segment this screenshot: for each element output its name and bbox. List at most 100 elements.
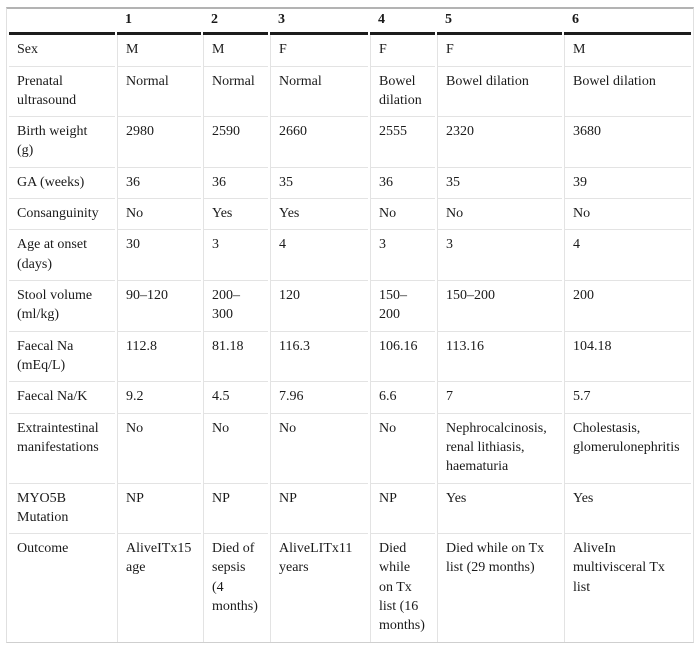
- data-cell: Nephrocalcinosis, renal lithiasis, haema…: [437, 413, 562, 484]
- table-row: Faecal Na (mEq/L) 112.8 81.18 116.3 106.16 11…: [9, 331, 691, 383]
- data-cell: Died of sepsis (4 months): [203, 534, 268, 642]
- table-row: Faecal Na/K 9.2 4.5 7.96 6.6 7 5.7: [9, 382, 691, 414]
- data-cell: 36: [117, 167, 201, 200]
- data-cell: 7.96: [270, 382, 368, 414]
- data-cell: 3: [437, 230, 562, 281]
- data-cell: 2555: [370, 117, 435, 168]
- data-cell: Bowel dilation: [437, 66, 562, 118]
- data-cell: 2320: [437, 117, 562, 168]
- row-label: Stool volume (ml/kg): [9, 281, 115, 332]
- data-cell: 36: [370, 167, 435, 200]
- data-cell: Yes: [270, 199, 368, 231]
- column-header-6: 6: [564, 9, 691, 36]
- row-label: Birth weight (g): [9, 117, 115, 168]
- table-row: Prenatal ultrasound Normal Normal Normal Bow…: [9, 66, 691, 118]
- row-label: Prenatal ultrasound: [9, 67, 115, 118]
- data-cell: NP: [270, 483, 368, 535]
- data-cell: 3: [370, 230, 435, 281]
- data-cell: F: [437, 35, 562, 67]
- data-cell: No: [117, 199, 201, 231]
- data-cell: 2590: [203, 117, 268, 168]
- row-label: Consanguinity: [9, 199, 115, 231]
- data-cell: No: [117, 413, 201, 484]
- data-cell: F: [370, 35, 435, 67]
- data-cell: 113.16: [437, 331, 562, 383]
- data-cell: 30: [117, 230, 201, 281]
- row-label: Age at onset (days): [9, 230, 115, 281]
- data-cell: NP: [370, 483, 435, 535]
- table-row: Age at onset (days) 30 3 4 3 3 4: [9, 230, 691, 281]
- data-cell: Normal: [203, 66, 268, 118]
- data-cell: No: [564, 199, 691, 231]
- data-cell: 4: [270, 230, 368, 281]
- data-cell: 106.16: [370, 331, 435, 383]
- data-cell: 3680: [564, 117, 691, 168]
- corner-cell: [9, 9, 115, 36]
- data-cell: No: [270, 413, 368, 484]
- data-cell: No: [370, 413, 435, 484]
- data-cell: M: [117, 35, 201, 67]
- table-row: Consanguinity No Yes Yes No No No: [9, 199, 691, 231]
- data-cell: Bowel dilation: [370, 66, 435, 118]
- column-header-1: 1: [117, 9, 201, 36]
- data-cell: 36: [203, 167, 268, 200]
- data-cell: 200: [564, 281, 691, 332]
- data-cell: 104.18: [564, 331, 691, 383]
- column-header-2: 2: [203, 9, 268, 36]
- data-cell: 2660: [270, 117, 368, 168]
- data-cell: No: [437, 199, 562, 231]
- data-cell: Yes: [564, 483, 691, 535]
- data-cell: NP: [203, 483, 268, 535]
- row-label: GA (weeks): [9, 168, 115, 200]
- row-label: Sex: [9, 35, 115, 67]
- data-cell: 9.2: [117, 382, 201, 414]
- data-cell: M: [203, 35, 268, 67]
- data-cell: 35: [437, 167, 562, 200]
- data-cell: No: [203, 413, 268, 484]
- data-cell: 120: [270, 281, 368, 332]
- data-cell: 112.8: [117, 331, 201, 383]
- data-cell: Died while on Tx list (16 months): [370, 534, 435, 642]
- row-label: MYO5B Mutation: [9, 484, 115, 535]
- data-cell: 6.6: [370, 382, 435, 414]
- table-row: Extraintestinal manifestations No No No No Ne…: [9, 413, 691, 484]
- data-cell: 7: [437, 382, 562, 414]
- data-cell: AliveLITx11 years: [270, 534, 368, 642]
- data-cell: 2980: [117, 117, 201, 168]
- table-row: MYO5B Mutation NP NP NP NP Yes Yes: [9, 483, 691, 535]
- row-label: Extraintestinal manifestations: [9, 414, 115, 484]
- data-cell: AliveIn multivisceral Tx list: [564, 534, 691, 642]
- data-cell: 5.7: [564, 382, 691, 414]
- column-header-3: 3: [270, 9, 368, 36]
- data-cell: NP: [117, 483, 201, 535]
- data-cell: Yes: [203, 199, 268, 231]
- table-row: Outcome AliveITx15 age Died of sepsis (4 m…: [9, 534, 691, 642]
- data-cell: 35: [270, 167, 368, 200]
- table-row: Sex M M F F F M: [9, 35, 691, 67]
- data-cell: Yes: [437, 483, 562, 535]
- row-label: Faecal Na (mEq/L): [9, 332, 115, 383]
- data-cell: Died while on Tx list (29 months): [437, 534, 562, 642]
- data-cell: 200–300: [203, 281, 268, 332]
- row-label: Faecal Na/K: [9, 382, 115, 414]
- data-cell: Normal: [117, 66, 201, 118]
- table-row: GA (weeks) 36 36 35 36 35 39: [9, 167, 691, 200]
- data-cell: 4: [564, 230, 691, 281]
- data-cell: No: [370, 199, 435, 231]
- data-cell: 116.3: [270, 331, 368, 383]
- data-cell: 3: [203, 230, 268, 281]
- data-cell: M: [564, 35, 691, 67]
- data-cell: 4.5: [203, 382, 268, 414]
- row-label: Outcome: [17, 541, 69, 557]
- column-header-5: 5: [437, 9, 562, 36]
- data-cell: 81.18: [203, 331, 268, 383]
- column-header-4: 4: [370, 9, 435, 36]
- data-cell: 39: [564, 167, 691, 200]
- data-cell: Cholestasis, glomerulonephritis: [564, 413, 691, 484]
- data-cell: 150–200: [370, 281, 435, 332]
- data-cell: Bowel dilation: [564, 66, 691, 118]
- data-cell: AliveITx15 age: [117, 534, 201, 642]
